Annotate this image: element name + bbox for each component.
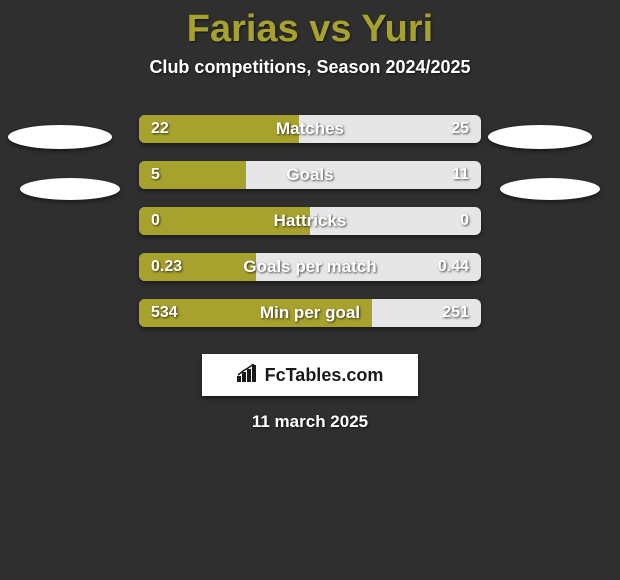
stat-value-right: 11 <box>452 161 469 189</box>
stat-label: Hattricks <box>139 207 481 235</box>
stat-value-left: 0.23 <box>151 253 182 281</box>
stat-value-right: 25 <box>451 115 469 143</box>
stat-row: Hattricks0 0 <box>0 198 620 244</box>
stat-row: Min per goal534 251 <box>0 290 620 336</box>
player-placeholder-ellipse <box>8 125 112 149</box>
date-label: 11 march 2025 <box>0 412 620 432</box>
stat-value-right: 0.44 <box>438 253 469 281</box>
stat-label: Min per goal <box>139 299 481 327</box>
stat-bar: Min per goal534 251 <box>139 299 481 327</box>
stat-value-left: 534 <box>151 299 178 327</box>
player-placeholder-ellipse <box>488 125 592 149</box>
brand-text: FcTables.com <box>265 365 384 386</box>
page-title: Farias vs Yuri <box>0 0 620 51</box>
brand-badge: FcTables.com <box>202 354 418 396</box>
stat-value-left: 5 <box>151 161 160 189</box>
stat-label: Matches <box>139 115 481 143</box>
page-subtitle: Club competitions, Season 2024/2025 <box>0 57 620 78</box>
chart-icon <box>237 364 259 387</box>
stat-bar: Matches22 25 <box>139 115 481 143</box>
stat-bar: Hattricks0 0 <box>139 207 481 235</box>
stat-value-left: 22 <box>151 115 169 143</box>
stat-value-right: 0 <box>460 207 469 235</box>
comparison-infographic: Farias vs Yuri Club competitions, Season… <box>0 0 620 580</box>
stat-bar: Goals5 11 <box>139 161 481 189</box>
stat-label: Goals per match <box>139 253 481 281</box>
player-placeholder-ellipse <box>500 178 600 200</box>
stat-label: Goals <box>139 161 481 189</box>
player-placeholder-ellipse <box>20 178 120 200</box>
stat-value-left: 0 <box>151 207 160 235</box>
stat-bar: Goals per match0.23 0.44 <box>139 253 481 281</box>
stat-row: Goals per match0.23 0.44 <box>0 244 620 290</box>
stat-value-right: 251 <box>442 299 469 327</box>
